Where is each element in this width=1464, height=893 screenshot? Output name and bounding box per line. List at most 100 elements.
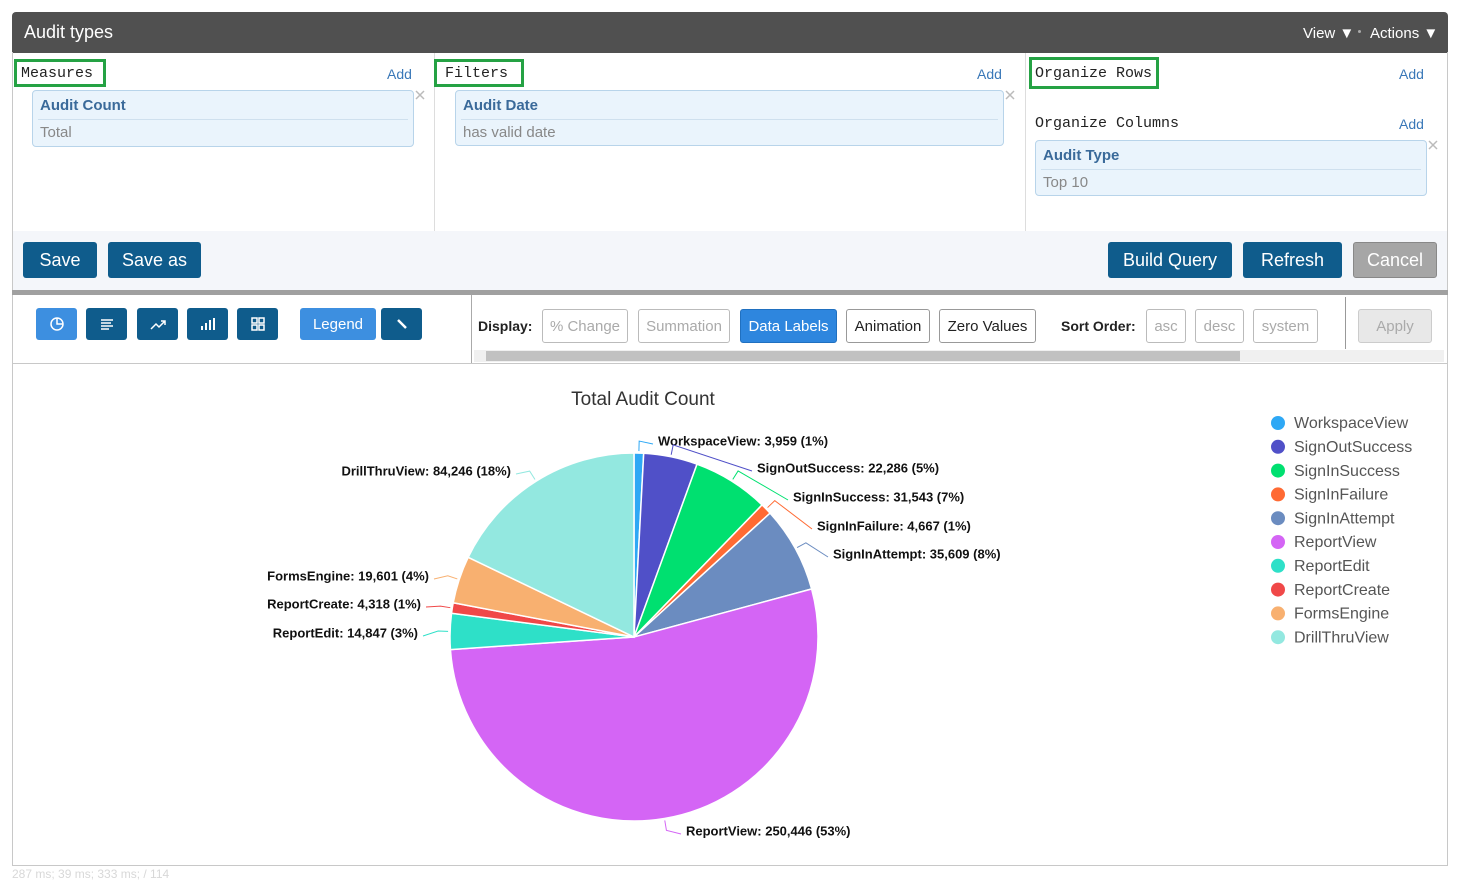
legend-marker [1271,582,1285,597]
save-as-button[interactable]: Save as [108,242,201,278]
legend-marker [1271,511,1285,526]
display-label: Display: [478,318,533,334]
legend-label: SignInAttempt [1294,510,1395,527]
legend-marker [1271,606,1285,621]
leader-line [767,499,813,530]
remove-icon[interactable] [415,90,425,100]
divider [1025,53,1026,232]
legend-label: WorkspaceView [1294,415,1409,432]
leader-line [670,444,753,472]
display-option[interactable]: Animation [846,309,930,343]
divider [471,295,472,363]
pie-chart-button[interactable] [36,308,77,340]
sort-option[interactable]: system [1253,309,1318,343]
line-chart-button[interactable] [137,308,178,340]
card-divider [461,119,998,120]
scrollbar-thumb[interactable] [486,351,1240,361]
data-label: SignInAttempt: 35,609 (8%) [833,546,1001,561]
measure-card[interactable]: Audit Count Total [32,90,414,147]
card-detail: has valid date [463,124,556,141]
legend-label: ReportCreate [1294,582,1390,599]
button-bar [12,231,1448,291]
display-option[interactable]: Zero Values [939,309,1036,343]
bar-chart-button[interactable] [187,308,228,340]
rows-heading: Organize Rows [1029,57,1159,89]
legend-label: FormsEngine [1294,606,1389,623]
legend-marker [1271,535,1285,549]
edit-button[interactable] [381,308,422,340]
separator [12,290,1448,295]
card-title: Audit Count [40,97,126,114]
leader-line [796,542,829,558]
save-button[interactable]: Save [23,242,97,278]
card-detail: Top 10 [1043,174,1089,191]
refresh-button[interactable]: Refresh [1243,242,1342,278]
data-label: SignInSuccess: 31,543 (7%) [793,489,964,504]
display-option[interactable]: % Change [542,309,628,343]
timing-footer: 287 ms; 39 ms; 333 ms; / 114 [12,867,170,881]
legend-marker [1271,416,1285,430]
data-label: WorkspaceView: 3,959 (1%) [658,433,828,448]
add-link[interactable]: Add [1399,116,1424,132]
data-label: DrillThruView: 84,246 (18%) [341,463,511,478]
card-detail: Total [40,124,72,141]
leader-line [433,575,458,580]
view-menu[interactable]: View ▼ [1303,25,1355,42]
leader-line [515,470,536,480]
apply-button[interactable]: Apply [1358,309,1432,343]
legend-label: SignInSuccess [1294,463,1400,480]
chart-panel [12,363,1448,866]
list-chart-button[interactable] [86,308,127,340]
add-link[interactable]: Add [387,66,412,82]
pie-slice [467,452,635,639]
cancel-button[interactable]: Cancel [1353,242,1437,278]
sort-label: Sort Order: [1061,318,1136,334]
leader-line [732,470,789,501]
legend-marker [1271,630,1285,645]
legend-label: DrillThruView [1294,629,1389,646]
divider [1345,297,1346,349]
columns-heading: Organize Columns [1035,115,1180,132]
leader-line [638,440,654,452]
add-link[interactable]: Add [977,66,1002,82]
leader-line [422,630,449,637]
display-option[interactable]: Data Labels [740,309,837,343]
card-divider [38,119,408,120]
column-card[interactable]: Audit Type Top 10 [1035,140,1427,196]
data-label: FormsEngine: 19,601 (4%) [267,568,429,583]
divider [434,53,435,232]
remove-icon[interactable] [1005,90,1015,100]
build-query-button[interactable]: Build Query [1108,242,1232,278]
legend-marker [1271,487,1285,502]
menu-dot [1358,30,1361,33]
data-label: SignInFailure: 4,667 (1%) [817,518,971,533]
legend-label: ReportView [1294,534,1377,551]
data-label: SignOutSuccess: 22,286 (5%) [757,460,939,475]
legend-marker [1271,558,1285,573]
grid-button[interactable] [237,308,278,340]
pie-slice [449,588,819,822]
card-title: Audit Type [1043,147,1120,164]
data-label: ReportView: 250,446 (53%) [686,823,851,838]
data-label: ReportCreate: 4,318 (1%) [267,596,421,611]
filters-heading: Filters [434,59,524,87]
legend-marker [1271,463,1285,478]
sort-option[interactable]: asc [1146,309,1186,343]
remove-icon[interactable] [1428,140,1438,150]
actions-menu[interactable]: Actions ▼ [1370,25,1439,42]
chart: Total Audit Count WorkspaceView: 3,959 (1… [267,389,1412,838]
legend-label: ReportEdit [1294,558,1370,575]
leader-line [664,820,682,835]
legend-button[interactable]: Legend [300,308,376,340]
legend-label: SignInFailure [1294,487,1388,504]
add-link[interactable]: Add [1399,66,1424,82]
sort-option[interactable]: desc [1195,309,1244,343]
legend-label: SignOutSuccess [1294,439,1412,456]
display-option[interactable]: Summation [638,309,730,343]
header-bar: Audit types View ▼ Actions ▼ [12,12,1448,53]
header-title: Audit types [24,22,114,42]
data-label: ReportEdit: 14,847 (3%) [273,625,418,640]
chart-title: Total Audit Count [571,389,715,410]
filter-card[interactable]: Audit Date has valid date [455,90,1004,146]
